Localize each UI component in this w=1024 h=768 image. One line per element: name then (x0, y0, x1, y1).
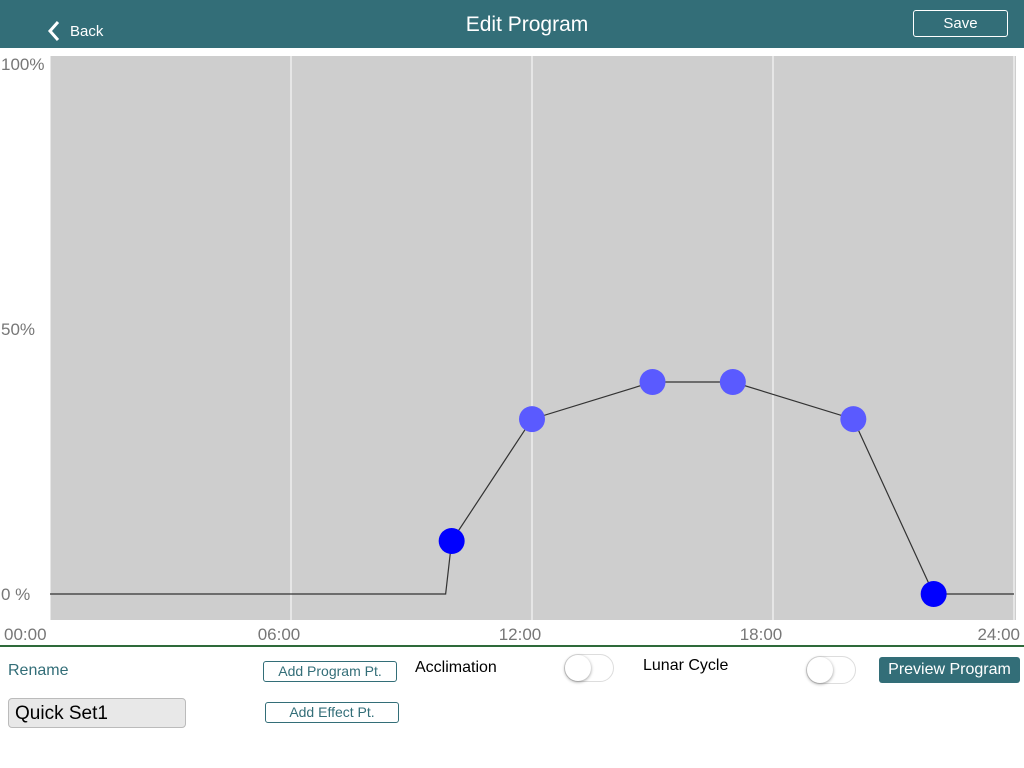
program-point[interactable] (719, 369, 746, 395)
chart: 00:00 06:00 12:00 18:00 24:00 100% 50% 0 % (1, 55, 1020, 644)
lunar-cycle-label: Lunar Cycle (643, 657, 729, 674)
back-button[interactable]: Back (70, 23, 104, 40)
name-field[interactable]: Quick Set1 (8, 698, 186, 728)
program-point[interactable] (639, 369, 666, 395)
header: Back Edit Program Save (0, 0, 1024, 48)
rename-button[interactable]: Rename (8, 662, 69, 679)
add-effect-point[interactable]: Add Effect Pt. (265, 702, 399, 723)
y-tick-label: 100% (1, 55, 44, 74)
divider (0, 645, 1024, 647)
x-tick-label: 00:00 (4, 625, 47, 644)
save-button[interactable]: Save (913, 10, 1008, 37)
lunar-cycle-toggle[interactable] (806, 656, 856, 684)
x-tick-label: 24:00 (977, 625, 1020, 644)
program-point[interactable] (438, 528, 465, 554)
acclimation-toggle[interactable] (564, 654, 614, 682)
y-tick-label: 0 % (1, 585, 30, 604)
program-point[interactable] (519, 406, 545, 433)
x-tick-label: 06:00 (258, 625, 301, 644)
x-tick-label: 18:00 (740, 625, 783, 644)
x-tick-label: 12:00 (499, 625, 542, 644)
title: Edit Program (465, 13, 589, 36)
y-tick-label: 50% (1, 320, 35, 339)
back-icon[interactable] (46, 20, 62, 42)
acclimation-label: Acclimation (415, 659, 497, 676)
toggle-knob (807, 657, 833, 683)
plot-area (50, 56, 1016, 620)
program-point[interactable] (840, 406, 867, 433)
add-program-point[interactable]: Add Program Pt. (263, 661, 397, 682)
toggle-knob (565, 655, 591, 681)
program-point[interactable] (920, 581, 947, 607)
preview-button[interactable]: Preview Program (879, 657, 1020, 683)
